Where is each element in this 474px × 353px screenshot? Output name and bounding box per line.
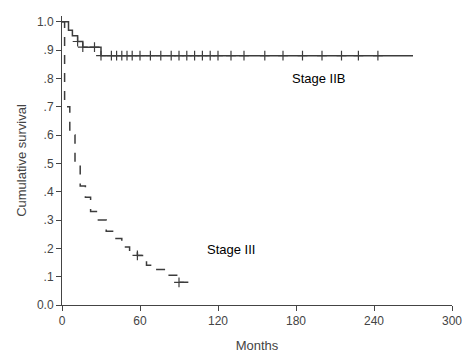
svg-text:Stage IIB: Stage IIB (292, 71, 345, 86)
svg-text:.1: .1 (44, 270, 54, 284)
svg-text:.5: .5 (44, 157, 54, 171)
svg-text:.4: .4 (44, 185, 54, 199)
svg-text:60: 60 (133, 314, 147, 328)
svg-text:120: 120 (208, 314, 228, 328)
svg-text:300: 300 (442, 314, 462, 328)
svg-text:.2: .2 (44, 242, 54, 256)
svg-text:0: 0 (59, 314, 66, 328)
svg-text:Stage III: Stage III (207, 242, 255, 257)
svg-text:Months: Months (236, 338, 279, 353)
svg-text:240: 240 (364, 314, 384, 328)
svg-text:Cumulative survival: Cumulative survival (14, 104, 29, 217)
svg-text:.3: .3 (44, 213, 54, 227)
svg-text:1.0: 1.0 (37, 15, 54, 29)
svg-text:.9: .9 (44, 43, 54, 57)
svg-text:0.0: 0.0 (37, 298, 54, 312)
svg-text:180: 180 (286, 314, 306, 328)
svg-text:.6: .6 (44, 128, 54, 142)
svg-text:.7: .7 (44, 100, 54, 114)
svg-text:.8: .8 (44, 72, 54, 86)
